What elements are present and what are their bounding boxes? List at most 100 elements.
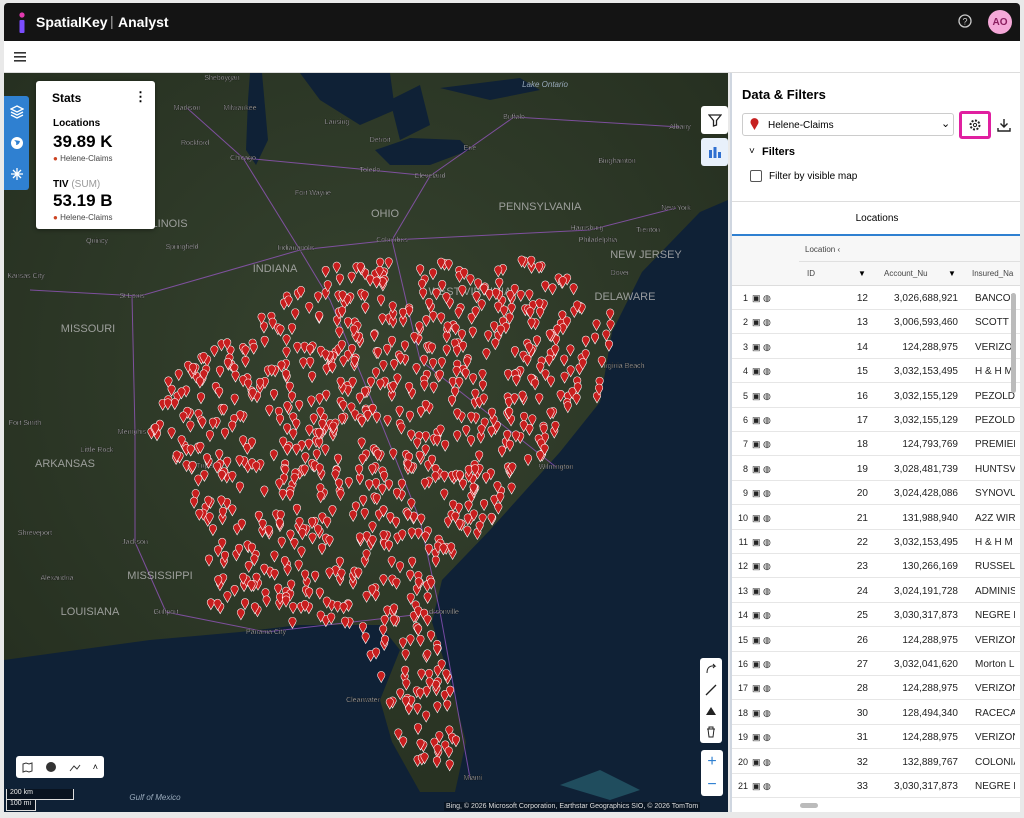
table-row[interactable]: 15 ▣ ◍ 26 124,288,975 VERIZON — [732, 628, 1020, 652]
map-pin — [337, 339, 346, 352]
table-row[interactable]: 7 ▣ ◍ 18 124,793,769 PREMIER — [732, 432, 1020, 457]
table-row[interactable]: 9 ▣ ◍ 20 3,024,428,086 SYNOVU — [732, 481, 1020, 506]
city-label: Panama City — [246, 629, 287, 636]
table-row[interactable]: 11 ▣ ◍ 22 3,032,153,495 H & H M — [732, 530, 1020, 554]
map-pin — [292, 443, 301, 456]
row-number: 18 — [737, 707, 748, 718]
map-pin — [218, 506, 227, 519]
map-pin — [451, 323, 460, 336]
scrollbar-h[interactable] — [800, 803, 818, 808]
table-row[interactable]: 14 ▣ ◍ 25 3,030,317,873 NEGRE E — [732, 603, 1020, 628]
chart-button[interactable] — [701, 138, 728, 166]
table-row[interactable]: 10 ▣ ◍ 21 131,988,940 A2Z WIR — [732, 506, 1020, 530]
cell-account: 132,889,767 — [902, 756, 958, 768]
draw-shape[interactable] — [705, 663, 717, 675]
table-row[interactable]: 18 ▣ ◍ 30 128,494,340 RACECA — [732, 701, 1020, 725]
tab[interactable]: Locations — [855, 213, 899, 224]
download-button[interactable] — [997, 118, 1011, 132]
map-pin — [368, 403, 377, 416]
map-pin — [230, 584, 239, 597]
map-pin — [373, 449, 382, 462]
map-pin — [363, 410, 372, 423]
table-row[interactable]: 4 ▣ ◍ 15 3,032,153,495 H & H MA — [732, 359, 1020, 384]
draw-polygon[interactable] — [705, 705, 717, 717]
scrollbar[interactable] — [1011, 293, 1016, 393]
table-row[interactable]: 13 ▣ ◍ 24 3,024,191,728 ADMINIS — [732, 579, 1020, 603]
cell-account: 3,032,155,129 — [894, 415, 958, 426]
zoom-out[interactable]: − — [707, 775, 717, 793]
table-row[interactable]: 20 ▣ ◍ 32 132,889,767 COLONIA — [732, 750, 1020, 774]
map-pin — [527, 317, 536, 330]
map-pin — [389, 448, 398, 461]
table-row[interactable]: 12 ▣ ◍ 23 130,266,169 RUSSELI — [732, 554, 1020, 579]
table-row[interactable]: 3 ▣ ◍ 14 124,288,975 VERIZON — [732, 335, 1020, 359]
map-pin — [282, 346, 291, 359]
row-icons: ▣ ◍ — [752, 488, 771, 499]
table-row[interactable]: 6 ▣ ◍ 17 3,032,155,129 PEZOLD — [732, 408, 1020, 432]
table-row[interactable]: 2 ▣ ◍ 13 3,006,593,460 SCOTT A — [732, 310, 1020, 335]
map-pin — [274, 583, 283, 596]
layers-button[interactable] — [9, 104, 24, 119]
map-pin — [292, 418, 301, 431]
map-pin — [179, 411, 188, 424]
menu-button[interactable] — [14, 52, 26, 62]
map-pin — [536, 362, 545, 375]
column-header[interactable]: Insured_Na — [972, 269, 1014, 278]
table-row[interactable]: 1 ▣ ◍ 12 3,026,688,921 BANCOR — [732, 286, 1020, 310]
sort-icon[interactable]: ▼ — [858, 269, 866, 278]
filters-header[interactable]: Filters — [762, 146, 796, 158]
settings-button[interactable] — [959, 111, 991, 139]
map-pin — [279, 436, 288, 449]
map-pin — [283, 401, 292, 414]
sort-icon[interactable]: ▼ — [948, 269, 956, 278]
map-pin — [288, 323, 296, 336]
map-pin — [536, 450, 545, 463]
row-icons: ▣ ◍ — [752, 683, 771, 694]
tools-button[interactable] — [10, 167, 24, 181]
city-label: Rockford — [181, 140, 209, 147]
table-header: Location ‹ ID ▼ Account_Nu ▼ Insured_Na — [732, 236, 1020, 286]
dataset-name: Helene-Claims — [768, 120, 834, 131]
map-pin — [188, 460, 197, 473]
filters-caret[interactable]: ˅ — [749, 146, 755, 157]
table-row[interactable]: 17 ▣ ◍ 28 124,288,975 VERIZON — [732, 676, 1020, 701]
basemap-switcher[interactable]: ˄ — [16, 756, 104, 778]
region-label: MISSISSIPPI — [127, 570, 192, 582]
map-pin — [427, 630, 435, 643]
column-header[interactable]: ID — [807, 269, 815, 278]
city-label: Erie — [464, 145, 477, 152]
map-pin — [451, 511, 460, 524]
column-header[interactable]: Account_Nu — [884, 269, 928, 278]
row-icons: ▣ ◍ — [752, 415, 771, 425]
cell-account: 3,024,191,728 — [894, 585, 958, 597]
table-row[interactable]: 8 ▣ ◍ 19 3,028,481,739 HUNTSV — [732, 457, 1020, 481]
row-icons: ▣ ◍ — [752, 634, 771, 645]
table-row[interactable]: 16 ▣ ◍ 27 3,032,041,620 Morton L — [732, 652, 1020, 676]
stats-menu[interactable]: ⋮ — [134, 89, 147, 104]
help-icon[interactable]: ? — [958, 14, 972, 28]
table-row[interactable]: 5 ▣ ◍ 16 3,032,155,129 PEZOLD — [732, 384, 1020, 408]
map-pin — [431, 679, 440, 692]
table-row[interactable]: 21 ▣ ◍ 33 3,030,317,873 NEGRE E — [732, 774, 1020, 798]
map-pin — [581, 349, 590, 362]
basemap-button[interactable] — [10, 136, 24, 150]
zoom-in[interactable]: + — [707, 752, 717, 770]
dataset-select[interactable]: Helene-Claims ⌄ — [742, 113, 954, 136]
row-number: 10 — [737, 512, 748, 523]
table-row[interactable]: 19 ▣ ◍ 31 124,288,975 VERIZON — [732, 725, 1020, 750]
map-pin — [407, 498, 416, 511]
checkbox[interactable] — [750, 170, 762, 182]
cell-account: 124,288,975 — [902, 732, 958, 744]
delete-drawing[interactable] — [705, 726, 717, 738]
map-pin — [214, 545, 223, 558]
map-pin — [250, 554, 259, 567]
avatar[interactable]: AO — [988, 10, 1012, 34]
map[interactable]: Sheboygan Madison Milwaukee Lansing Detroit C… — [4, 73, 728, 812]
filter-button[interactable] — [701, 106, 728, 134]
map-pin — [413, 437, 422, 450]
map-pin — [508, 462, 517, 475]
map-pin — [235, 481, 244, 494]
draw-line[interactable] — [705, 684, 717, 696]
map-pin — [327, 612, 336, 625]
